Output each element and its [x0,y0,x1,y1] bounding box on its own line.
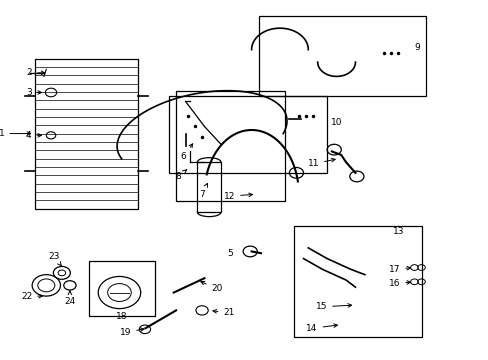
Text: 13: 13 [392,227,404,236]
Text: 1: 1 [0,129,31,138]
Bar [89,261,155,316]
Text: 15: 15 [315,302,351,311]
Text: 6: 6 [180,144,192,161]
Text: 11: 11 [307,158,334,168]
Text: 16: 16 [388,279,410,288]
Text: 5: 5 [227,249,233,258]
Text: 20: 20 [201,282,223,293]
Text: 18: 18 [115,312,127,321]
Bar [176,91,284,202]
Text: 19: 19 [120,328,143,337]
Text: 3: 3 [26,88,41,97]
Text: 23: 23 [48,252,61,266]
Text: 9: 9 [414,43,419,52]
Text: 14: 14 [305,324,337,333]
Text: 7: 7 [199,184,207,199]
Text: 17: 17 [388,265,410,274]
Text: 8: 8 [175,170,186,181]
Text: 4: 4 [26,131,41,140]
Bar [35,59,138,208]
Bar [197,162,221,212]
Text: 24: 24 [64,291,75,306]
Bar [293,226,421,337]
Text: 2: 2 [26,68,45,77]
Bar [169,96,326,173]
Bar [258,16,426,96]
Text: 21: 21 [213,309,234,318]
Text: 22: 22 [21,292,42,301]
Text: 10: 10 [330,118,342,127]
Text: 12: 12 [224,192,252,201]
